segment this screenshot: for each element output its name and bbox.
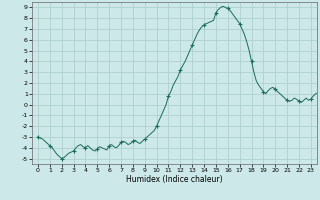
X-axis label: Humidex (Indice chaleur): Humidex (Indice chaleur) — [126, 175, 223, 184]
